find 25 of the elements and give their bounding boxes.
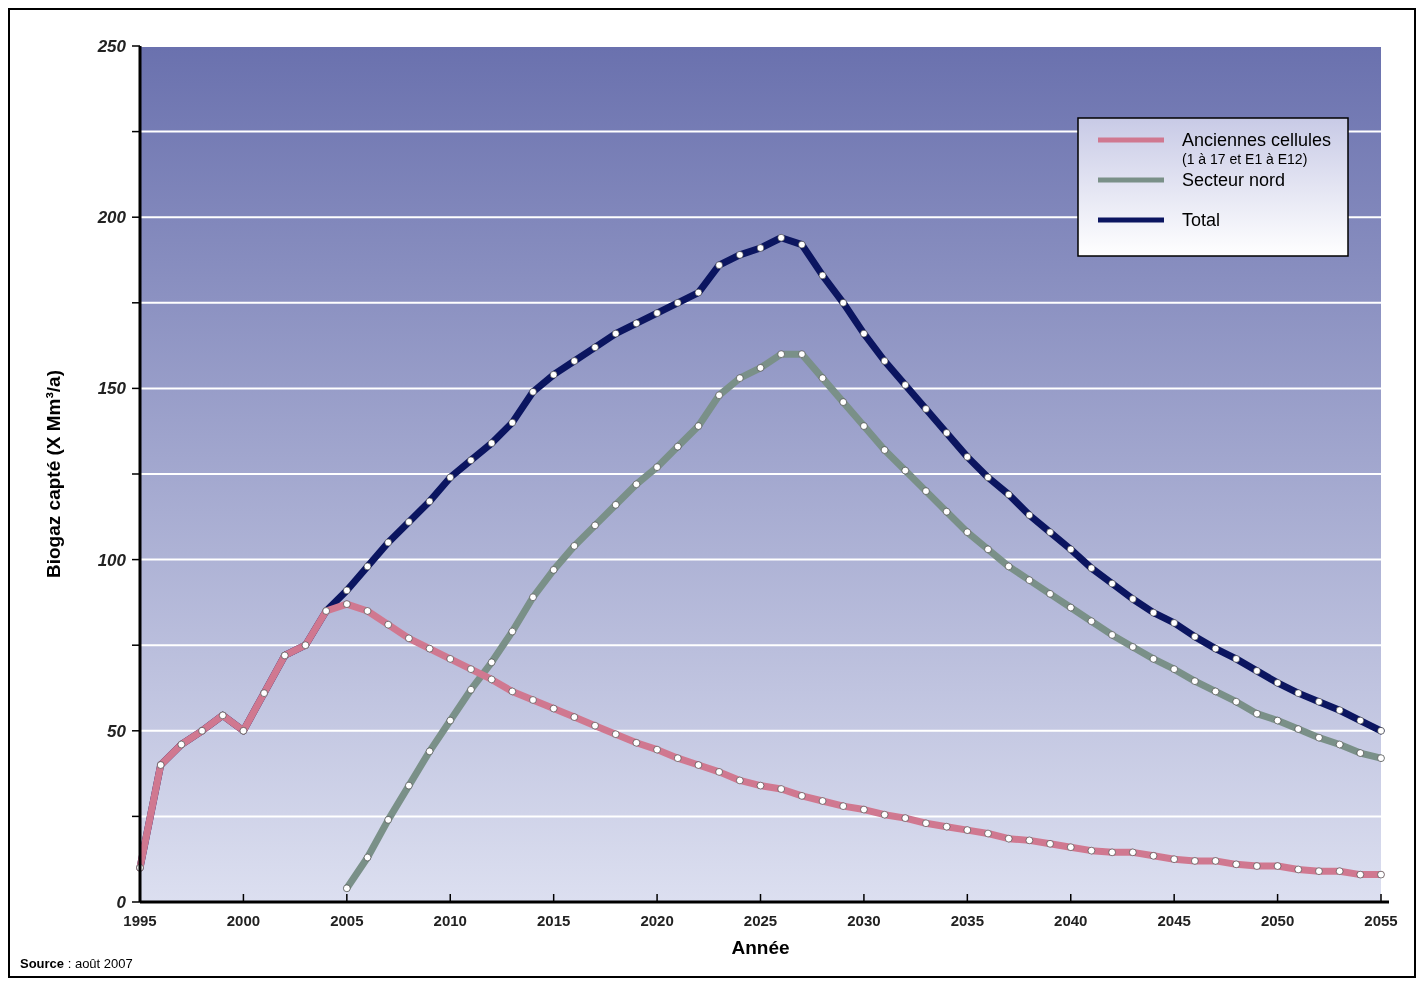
y-tick-label: 0 (116, 892, 127, 912)
x-tick-label: 2035 (950, 912, 985, 929)
x-tick-label: 2045 (1157, 912, 1191, 929)
x-tick-label: 2020 (640, 912, 674, 929)
x-tick-label: 2010 (433, 912, 467, 929)
y-axis-title: Biogaz capté (X Mm³/a) (43, 370, 64, 578)
x-tick-label: 2040 (1054, 912, 1088, 929)
x-tick-label: 2030 (847, 912, 881, 929)
x-tick-label: 2050 (1260, 912, 1295, 929)
x-tick-label: 2025 (743, 912, 778, 929)
y-tick-label: 150 (97, 379, 127, 399)
y-tick-label: 250 (96, 36, 127, 56)
x-tick-label: 2015 (536, 912, 571, 929)
x-tick-label: 2000 (226, 912, 261, 929)
legend-label: Anciennes cellules (1 à 17 et E1 à E12) (1182, 130, 1332, 167)
legend-label: Secteur nord (1182, 170, 1286, 191)
x-axis-title: Année (731, 937, 790, 958)
y-tick-label: 200 (96, 208, 127, 228)
x-tick-label: 2055 (1364, 912, 1398, 929)
legend-label: Total (1182, 210, 1221, 231)
source-note: Source : août 2007 (20, 956, 133, 971)
x-tick-label: 2005 (330, 912, 364, 929)
x-tick-label: 1995 (123, 912, 157, 929)
y-tick-label: 100 (97, 550, 127, 570)
y-tick-label: 50 (107, 721, 127, 741)
